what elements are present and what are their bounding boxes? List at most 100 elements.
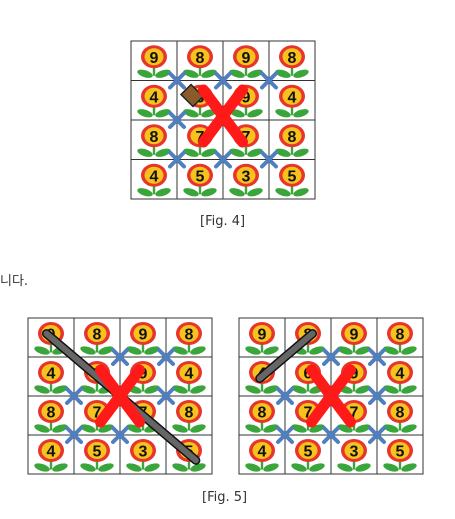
leaf-icon — [245, 346, 261, 355]
blue-x-mark-icon — [111, 426, 129, 444]
stem-icon — [152, 66, 156, 76]
leaf-icon — [155, 188, 171, 197]
flower-center-icon — [133, 325, 153, 342]
leaf-icon — [98, 346, 114, 355]
flower-center-icon — [41, 442, 61, 459]
leaf-icon — [291, 385, 307, 394]
leaf-icon — [144, 346, 160, 355]
flower-tile-r3c2: 3 — [126, 439, 160, 472]
leaf-icon — [155, 69, 171, 78]
leaf-icon — [144, 463, 160, 472]
flower-tile-r3c3: 5 — [383, 439, 417, 472]
flower-number: 7 — [304, 405, 313, 422]
flower-center-icon — [390, 325, 410, 342]
flower-center-icon — [390, 442, 410, 459]
leaf-icon — [275, 148, 291, 157]
figure-5-left-grid: 9898469487784535 — [27, 317, 213, 475]
flower-tile-r1c0: 4 — [34, 361, 68, 394]
leaf-icon — [383, 424, 399, 433]
red-x-mark-icon — [198, 84, 248, 148]
leaf-icon — [52, 463, 68, 472]
flower-tile-r0c0: 9 — [245, 322, 279, 355]
flower-center-icon — [390, 403, 410, 420]
leaf-icon — [383, 346, 399, 355]
figure-4-grid: 9898469487784535 — [130, 40, 316, 200]
flower-center-icon — [190, 48, 210, 66]
flower-center-icon — [144, 127, 164, 145]
leaf-icon — [80, 424, 96, 433]
leaf-icon — [144, 385, 160, 394]
leaf-icon — [190, 346, 206, 355]
stem-icon — [152, 185, 156, 195]
flower-center-icon — [236, 48, 256, 66]
flower-number: 8 — [288, 129, 297, 146]
flower-tile-r0c2: 9 — [229, 45, 263, 78]
leaf-icon — [355, 385, 371, 394]
blue-x-mark-icon — [368, 387, 386, 405]
flower-tile-r3c0: 4 — [245, 439, 279, 472]
diagonal-bar-fill — [256, 330, 316, 382]
leaf-icon — [245, 385, 261, 394]
flower-center-icon — [87, 442, 107, 459]
leaf-icon — [201, 148, 217, 157]
stem-icon — [95, 460, 99, 470]
blue-x-mark-icon — [368, 426, 386, 444]
stem-icon — [290, 106, 294, 116]
leaf-icon — [401, 463, 417, 472]
flower-number: 5 — [93, 444, 102, 461]
flower-tile-r2c3: 8 — [383, 400, 417, 433]
stem-icon — [244, 185, 248, 195]
blue-x-mark-icon — [260, 71, 278, 90]
stem-icon — [260, 343, 264, 353]
stem-icon — [306, 343, 310, 353]
blue-x-mark-icon — [111, 348, 129, 366]
stem-icon — [398, 382, 402, 392]
flower-number: 5 — [196, 168, 205, 185]
leaf-icon — [245, 424, 261, 433]
blue-x-mark-icon — [322, 426, 340, 444]
flower-number: 4 — [288, 89, 297, 106]
flower-tile-r3c1: 5 — [183, 163, 217, 197]
flower-number: 7 — [350, 405, 359, 422]
flower-tile-r0c1: 8 — [183, 45, 217, 78]
leaf-icon — [34, 424, 50, 433]
stem-icon — [290, 66, 294, 76]
flower-number: 9 — [139, 327, 148, 344]
leaf-icon — [137, 148, 153, 157]
flower-tile-r2c0: 8 — [137, 124, 171, 157]
flower-tile-r2c3: 8 — [275, 124, 309, 157]
leaf-icon — [293, 188, 309, 197]
flower-number: 8 — [288, 50, 297, 67]
stem-icon — [141, 460, 145, 470]
flower-center-icon — [298, 442, 318, 459]
flower-number: 8 — [185, 327, 194, 344]
stem-icon — [152, 106, 156, 116]
stem-icon — [198, 66, 202, 76]
leaf-icon — [293, 148, 309, 157]
blue-x-mark-icon — [157, 348, 175, 366]
flower-number: 8 — [396, 405, 405, 422]
flower-tile-r0c3: 8 — [383, 322, 417, 355]
leaf-icon — [80, 463, 96, 472]
flower-tile-r2c3: 8 — [172, 400, 206, 433]
leaf-icon — [190, 385, 206, 394]
stem-icon — [290, 145, 294, 155]
stem-icon — [198, 106, 202, 116]
leaf-icon — [247, 148, 263, 157]
leaf-icon — [401, 385, 417, 394]
flower-number: 4 — [258, 444, 267, 461]
flower-center-icon — [179, 325, 199, 342]
stem-icon — [352, 382, 356, 392]
leaf-icon — [229, 69, 245, 78]
blue-x-mark-icon — [260, 150, 278, 169]
leaf-icon — [293, 109, 309, 118]
flower-center-icon — [282, 48, 302, 66]
leaf-icon — [172, 424, 188, 433]
leaf-icon — [247, 109, 263, 118]
leaf-icon — [275, 109, 291, 118]
leaf-icon — [309, 346, 325, 355]
leaf-icon — [183, 188, 199, 197]
leaf-icon — [383, 463, 399, 472]
flower-tile-r0c2: 9 — [337, 322, 371, 355]
flower-center-icon — [190, 166, 210, 184]
